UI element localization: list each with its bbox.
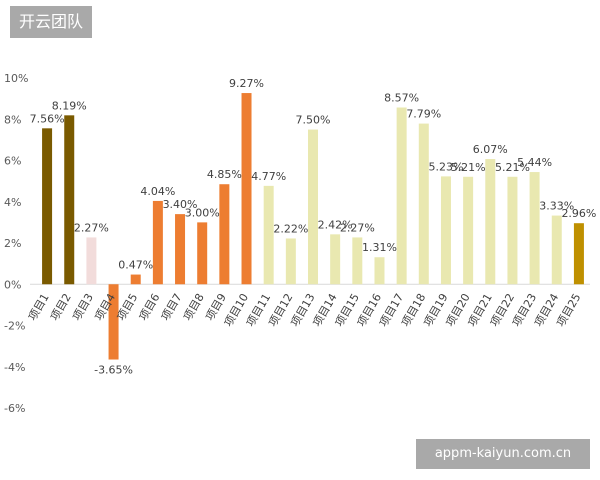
bar: [42, 128, 53, 285]
data-label: 4.85%: [207, 168, 242, 181]
data-label: 7.79%: [406, 108, 441, 121]
data-label: -3.65%: [94, 364, 133, 377]
data-label: 6.07%: [473, 143, 508, 156]
y-tick-label: -2%: [4, 320, 25, 333]
x-tick-label: 项目2: [48, 291, 74, 323]
bar: [219, 184, 230, 285]
watermark-bottom-right: appm-kaiyun.com.cn: [416, 439, 590, 469]
data-label: 4.77%: [251, 170, 286, 183]
y-tick-label: 10%: [4, 72, 28, 85]
y-tick-label: -4%: [4, 361, 25, 374]
x-tick-label: 项目1: [26, 291, 52, 323]
data-label: 3.00%: [185, 206, 220, 219]
data-label: 5.21%: [451, 161, 486, 174]
bar: [374, 257, 385, 285]
bar: [463, 176, 474, 285]
y-tick-label: 2%: [4, 237, 21, 250]
y-tick-label: 4%: [4, 196, 21, 209]
data-label: 2.22%: [273, 222, 308, 235]
data-label: 2.27%: [74, 221, 109, 234]
bar: [352, 237, 363, 285]
bar: [418, 123, 429, 285]
bar: [330, 234, 341, 285]
bar: [86, 237, 97, 285]
bar: [440, 176, 451, 285]
data-label: 2.42%: [318, 218, 353, 231]
bar: [573, 223, 584, 285]
data-label: 7.50%: [296, 114, 331, 127]
y-tick-label: 8%: [4, 113, 21, 126]
bar: [241, 93, 252, 285]
bar: [396, 107, 407, 285]
data-label: 1.31%: [362, 241, 397, 254]
data-label: 2.27%: [340, 221, 375, 234]
data-label: 3.33%: [539, 200, 574, 213]
bar: [485, 159, 496, 285]
bar: [64, 115, 75, 285]
data-label: 5.23%: [428, 160, 463, 173]
bar: [175, 214, 186, 285]
y-axis-ticks: 10% 8% 6% 4% 2% 0% -2% -4% -6%: [4, 72, 28, 415]
data-label: 5.44%: [517, 156, 552, 169]
bar: [130, 274, 141, 285]
bar: [308, 129, 318, 285]
data-label: 8.19%: [52, 99, 87, 112]
bar: [285, 238, 296, 285]
bar: [551, 215, 562, 285]
y-tick-label: 6%: [4, 155, 21, 168]
data-label: 2.96%: [561, 207, 596, 220]
bar: [152, 200, 163, 285]
data-labels: 7.56%8.19% 2.27% -3.65% 0.47% 4.04%3.40%3.00…: [30, 77, 597, 376]
x-tick-label: 项目6: [137, 291, 163, 323]
bar: [108, 284, 119, 360]
watermark-top-left: 开云团队: [10, 6, 92, 38]
x-tick-label: 项目8: [181, 291, 207, 323]
y-tick-label: 0%: [4, 278, 21, 291]
data-label: 7.56%: [30, 112, 65, 125]
x-tick-label: 项目7: [159, 291, 185, 323]
data-label: 3.40%: [163, 198, 198, 211]
bars: [42, 93, 584, 360]
data-label: 9.27%: [229, 77, 264, 90]
x-tick-label: 项目3: [70, 291, 96, 323]
data-label: 4.04%: [140, 185, 175, 198]
data-label: 8.57%: [384, 91, 419, 104]
bar: [507, 176, 518, 285]
y-tick-label: -6%: [4, 402, 25, 415]
data-label: 0.47%: [118, 259, 153, 272]
bar: [197, 222, 208, 285]
bar: [263, 185, 274, 285]
data-label: 5.21%: [495, 161, 530, 174]
bar: [529, 172, 540, 285]
